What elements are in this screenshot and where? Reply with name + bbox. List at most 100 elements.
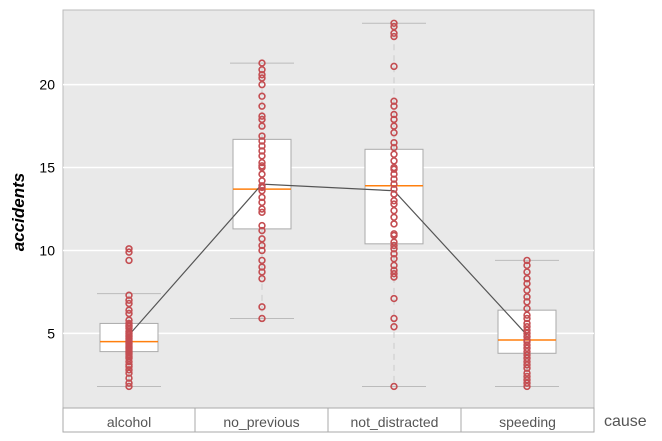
data-point	[390, 129, 398, 137]
data-point	[125, 296, 133, 304]
data-point	[258, 274, 266, 283]
data-point	[523, 319, 531, 328]
data-point	[523, 347, 531, 356]
data-point	[523, 326, 531, 334]
data-point	[390, 382, 398, 391]
x-axis-label: cause	[604, 413, 647, 430]
data-point	[390, 206, 398, 215]
data-point	[390, 241, 398, 250]
data-point	[258, 182, 266, 190]
data-point	[523, 357, 531, 366]
data-point	[390, 143, 398, 152]
data-point	[390, 170, 398, 178]
data-points	[125, 19, 531, 391]
data-point	[258, 177, 266, 185]
data-point	[390, 266, 398, 275]
data-point	[258, 256, 266, 265]
data-point	[258, 74, 266, 82]
data-point	[390, 220, 398, 228]
data-point	[390, 122, 398, 130]
data-point	[258, 187, 266, 195]
data-point	[125, 319, 133, 328]
data-point	[390, 269, 398, 278]
data-point	[125, 299, 133, 308]
data-point	[390, 32, 398, 41]
y-axis-label: accidents	[9, 173, 28, 251]
data-point	[523, 261, 531, 270]
data-point	[523, 341, 531, 349]
data-point	[523, 311, 531, 319]
data-point	[523, 382, 531, 391]
data-point	[258, 205, 266, 213]
data-point	[523, 286, 531, 294]
data-point	[390, 323, 398, 331]
data-point	[125, 379, 133, 387]
data-point	[125, 361, 133, 369]
data-point	[258, 193, 266, 202]
data-point	[258, 65, 266, 74]
data-point	[523, 351, 531, 359]
data-point	[390, 294, 398, 303]
data-point	[523, 372, 531, 381]
y-tick-label: 5	[47, 325, 55, 341]
data-point	[523, 279, 531, 288]
y-tick-label: 15	[39, 160, 55, 176]
data-point	[523, 332, 531, 341]
data-point	[125, 291, 133, 299]
data-point	[258, 102, 266, 110]
data-point	[523, 323, 531, 331]
data-point	[258, 59, 266, 67]
data-point	[258, 147, 266, 155]
data-point	[258, 263, 266, 271]
mean-line	[128, 183, 528, 336]
data-point	[390, 115, 398, 124]
data-point	[390, 273, 398, 281]
data-point	[125, 328, 133, 336]
data-point	[258, 80, 266, 89]
data-point	[258, 158, 266, 167]
data-point	[390, 261, 398, 270]
data-point	[523, 274, 531, 283]
data-point	[125, 306, 133, 314]
data-point	[390, 163, 398, 172]
box-speeding	[497, 309, 557, 354]
x-tick-label: speeding	[499, 414, 556, 430]
data-point	[390, 200, 398, 208]
data-point	[390, 102, 398, 110]
data-point	[390, 314, 398, 323]
data-point	[390, 138, 398, 147]
x-tick-label: not_distracted	[351, 414, 439, 430]
y-tick-labels: 5 10 15 20	[39, 77, 55, 342]
data-point	[390, 250, 398, 258]
data-point	[523, 293, 531, 301]
data-point	[390, 29, 398, 37]
x-category-row: alcohol no_previous not_distracted speeding	[62, 407, 595, 433]
data-point	[258, 314, 266, 323]
data-point	[258, 142, 266, 150]
data-point	[125, 357, 133, 366]
data-point	[258, 122, 266, 130]
data-point	[523, 304, 531, 313]
x-tick-label: alcohol	[107, 414, 151, 430]
data-point	[125, 248, 133, 256]
data-point	[523, 369, 531, 377]
data-point	[390, 230, 398, 238]
data-point	[523, 336, 531, 344]
data-point	[258, 303, 266, 311]
data-point	[390, 190, 398, 198]
data-point	[523, 354, 531, 362]
data-point	[523, 256, 531, 265]
data-point	[125, 316, 133, 324]
data-point	[258, 92, 266, 100]
data-point	[258, 137, 266, 145]
data-point	[258, 170, 266, 178]
data-point	[523, 314, 531, 323]
data-point	[258, 221, 266, 230]
data-point	[390, 97, 398, 105]
data-point	[523, 364, 531, 372]
data-point	[125, 366, 133, 374]
data-point	[390, 238, 398, 246]
data-point	[258, 241, 266, 250]
data-point	[523, 329, 531, 338]
